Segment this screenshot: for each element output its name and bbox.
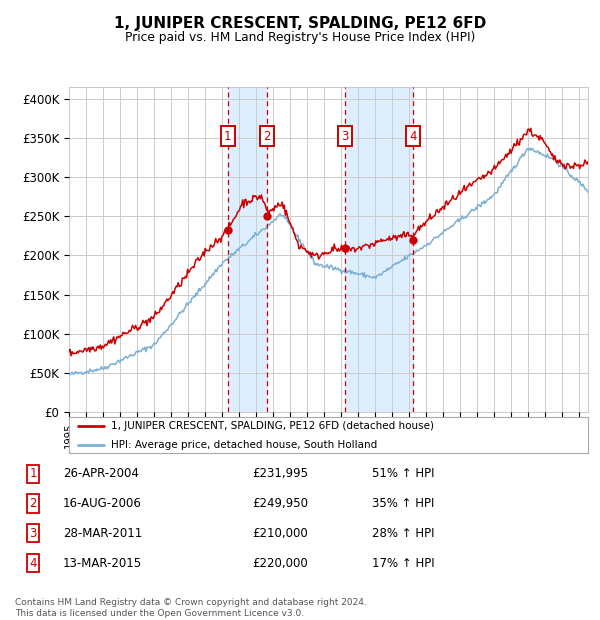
Text: 17% ↑ HPI: 17% ↑ HPI <box>372 557 434 570</box>
Bar <box>227 87 267 412</box>
Text: 28% ↑ HPI: 28% ↑ HPI <box>372 527 434 540</box>
Text: 1: 1 <box>224 130 232 143</box>
Text: 13-MAR-2015: 13-MAR-2015 <box>63 557 142 570</box>
Text: 1, JUNIPER CRESCENT, SPALDING, PE12 6FD: 1, JUNIPER CRESCENT, SPALDING, PE12 6FD <box>114 16 486 31</box>
Text: £249,950: £249,950 <box>252 497 308 510</box>
Text: 4: 4 <box>29 557 37 570</box>
Text: 35% ↑ HPI: 35% ↑ HPI <box>372 497 434 510</box>
Text: 28-MAR-2011: 28-MAR-2011 <box>63 527 142 540</box>
Text: 1, JUNIPER CRESCENT, SPALDING, PE12 6FD (detached house): 1, JUNIPER CRESCENT, SPALDING, PE12 6FD … <box>110 420 434 431</box>
Text: £231,995: £231,995 <box>252 467 308 481</box>
Bar <box>346 87 413 412</box>
Text: 4: 4 <box>409 130 416 143</box>
Text: HPI: Average price, detached house, South Holland: HPI: Average price, detached house, Sout… <box>110 440 377 450</box>
Text: Price paid vs. HM Land Registry's House Price Index (HPI): Price paid vs. HM Land Registry's House … <box>125 31 475 44</box>
Text: 26-APR-2004: 26-APR-2004 <box>63 467 139 481</box>
Text: £220,000: £220,000 <box>252 557 308 570</box>
Text: 2: 2 <box>29 497 37 510</box>
Text: 16-AUG-2006: 16-AUG-2006 <box>63 497 142 510</box>
Text: Contains HM Land Registry data © Crown copyright and database right 2024.
This d: Contains HM Land Registry data © Crown c… <box>15 598 367 618</box>
Text: 3: 3 <box>29 527 37 540</box>
Text: 51% ↑ HPI: 51% ↑ HPI <box>372 467 434 481</box>
Text: £210,000: £210,000 <box>252 527 308 540</box>
Text: 1: 1 <box>29 467 37 481</box>
Text: 2: 2 <box>263 130 271 143</box>
Text: 3: 3 <box>341 130 349 143</box>
